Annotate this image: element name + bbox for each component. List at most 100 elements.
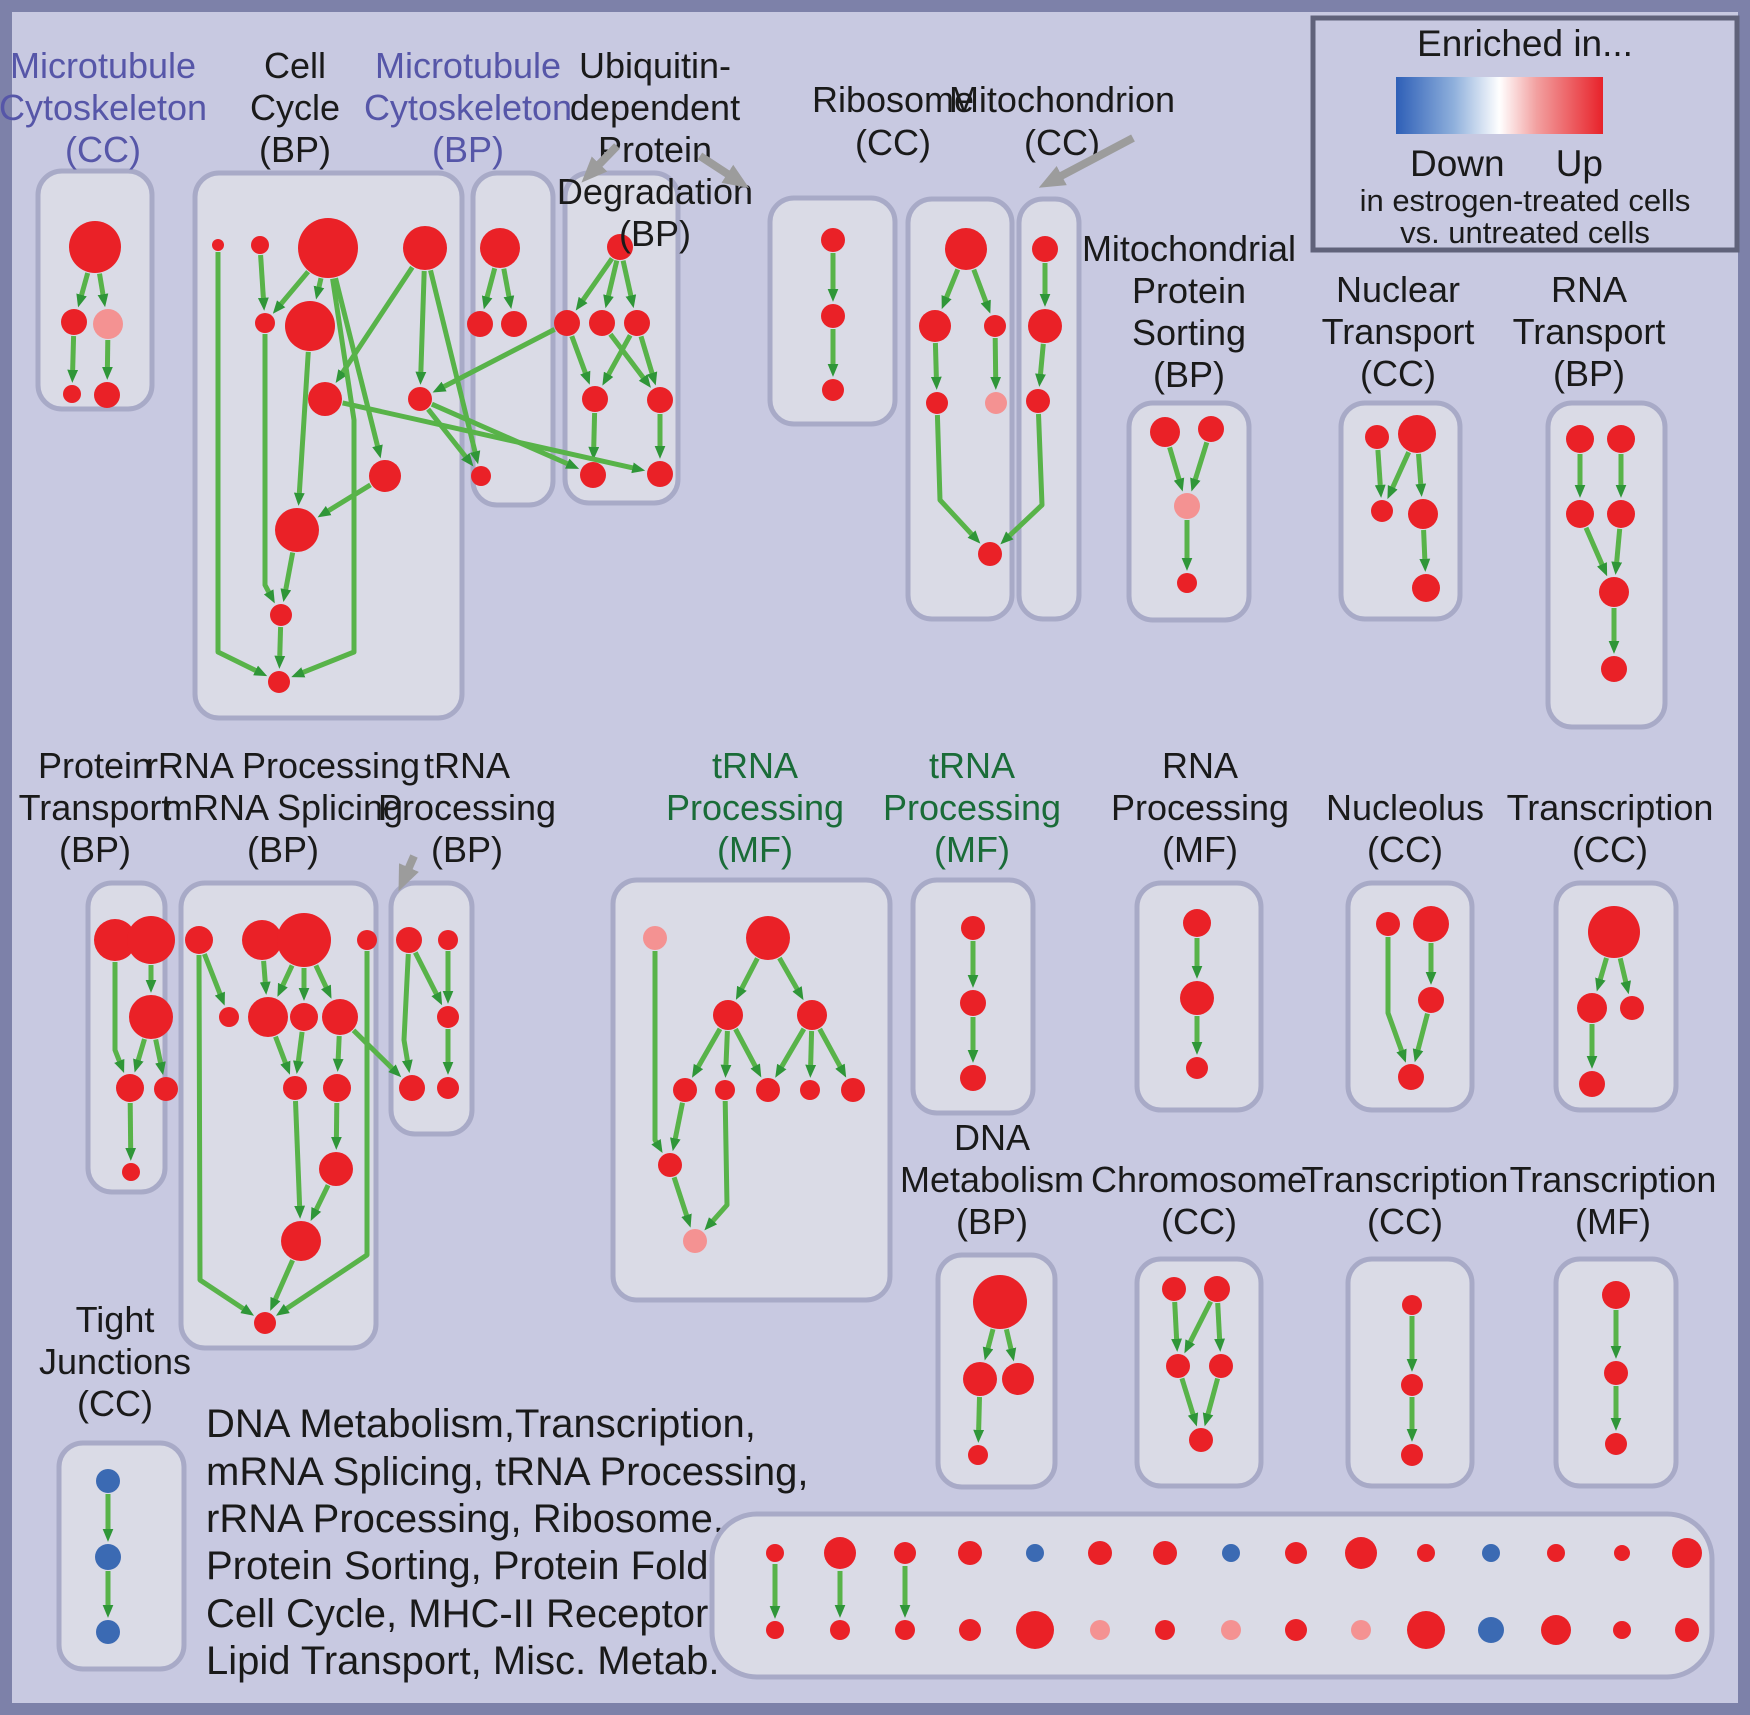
node-ubl-v2	[647, 387, 673, 413]
node-mtcc-c	[93, 309, 123, 339]
cluster-tj-label-line2: (CC)	[77, 1383, 153, 1424]
edge-cc-c5-c10	[262, 334, 275, 604]
node-mit-m1	[1032, 236, 1058, 262]
legend-up-label: Up	[1556, 143, 1603, 184]
node-cc-c4	[403, 226, 447, 270]
legend-title: Enriched in...	[1417, 23, 1633, 64]
ubiquitin-left-pointer-icon	[581, 143, 620, 183]
edge-ubl-u3-v1	[602, 334, 633, 386]
strip-bottom-node-7	[1221, 1620, 1241, 1640]
node-tmfL-f1	[673, 1078, 697, 1102]
cluster-mtbp-label-line0: Microtubule	[375, 45, 561, 86]
edge-cc-c3-c6	[313, 277, 325, 300]
node-nuc-t1	[1365, 425, 1389, 449]
edge-cc-c10-c11	[274, 626, 286, 669]
edge-tmfL-tp-ml	[735, 957, 760, 1000]
cluster-tmf-label-line1: (MF)	[1575, 1201, 1651, 1242]
edge-rib-rml-rbl	[930, 342, 942, 390]
edge-ubl-ut-u3	[620, 260, 637, 309]
cluster-rrna-box	[178, 880, 379, 1351]
edge-chr-mr-bo	[1202, 1377, 1221, 1427]
cross-edge-cc.c4-mtbp.b	[428, 269, 481, 465]
node-tmfS-c	[960, 1065, 986, 1091]
cluster-ubl-label-line0: Ubiquitin-	[579, 45, 731, 86]
node-ubr-b	[821, 304, 845, 328]
edge-tmfL-ml-f1	[692, 1027, 723, 1078]
node-rrna-m4	[322, 999, 358, 1035]
node-rnat-f	[1601, 656, 1627, 682]
node-pt-bl	[116, 1074, 144, 1102]
node-nuc-m2	[1408, 499, 1438, 529]
strip-bottom-node-6	[1155, 1620, 1175, 1640]
edge-cc-c3-c5	[272, 270, 311, 314]
legend-gradient-bar	[1396, 77, 1603, 134]
cluster-dnam-label-line2: (BP)	[956, 1201, 1028, 1242]
strip-top-node-12	[1547, 1544, 1565, 1562]
cluster-rrna-label-line0: rRNA Processing	[146, 745, 420, 786]
edge-tmfL-f2-h	[704, 1100, 730, 1231]
cluster-tj-box	[56, 1440, 187, 1672]
strip-bottom-node-11	[1478, 1617, 1504, 1643]
cluster-nuc-label-line0: Nuclear	[1336, 269, 1460, 310]
node-tmfL-f2	[715, 1080, 735, 1100]
node-rib-rpk	[985, 392, 1007, 414]
cluster-cc-edges	[215, 252, 427, 678]
cluster-mtcc-label-line2: (CC)	[65, 129, 141, 170]
cross-cluster-edges	[342, 269, 1045, 1078]
node-rnat-e	[1599, 577, 1629, 607]
cluster-ubr	[767, 195, 898, 427]
cluster-nuc-box	[1338, 400, 1463, 622]
cluster-chr-edges	[1171, 1300, 1225, 1427]
misc-strip	[709, 1511, 1715, 1680]
cluster-tcc2-label-line1: (CC)	[1572, 829, 1648, 870]
edge-rrna-r1-m1	[202, 953, 225, 1006]
cluster-mps-label-line2: Sorting	[1132, 312, 1246, 353]
edge-mtcc-a-b	[76, 272, 91, 308]
cluster-rrna-label-line2: (BP)	[247, 829, 319, 870]
edge-cc-c4-c7	[335, 265, 415, 384]
cluster-mit-label-line1: (CC)	[1024, 122, 1100, 163]
cross-edge-rrna.m4-tbp.b1	[351, 1028, 402, 1078]
edge-rrna-r3-m4	[313, 964, 332, 999]
edge-chr-tl-ml	[1171, 1301, 1182, 1352]
node-ubl-v1	[582, 386, 608, 412]
node-ubl-w2	[647, 461, 673, 487]
cluster-tcc2-box	[1553, 880, 1679, 1113]
cluster-tmfL-label-line0: tRNA	[712, 745, 798, 786]
strip-bottom-node-13	[1613, 1621, 1631, 1639]
cross-edge-ubl.u1-cc.c12	[432, 327, 556, 393]
node-mtcc-e	[94, 382, 120, 408]
strip-top-node-10	[1417, 1544, 1435, 1562]
edge-rrna-r3-m2	[277, 964, 295, 997]
legend-down-label: Down	[1410, 143, 1505, 184]
edge-rrna-m4-b2	[332, 1035, 344, 1072]
node-ubl-w1	[580, 462, 606, 488]
strip-top-node-7	[1222, 1544, 1240, 1562]
cluster-rib: Ribosome(CC)	[812, 79, 1015, 622]
node-tmf-b	[1604, 1361, 1628, 1385]
node-tmfL-g	[658, 1153, 682, 1177]
cluster-chr: Chromosome(CC)	[1091, 1159, 1307, 1489]
node-ubl-u3	[624, 310, 650, 336]
cluster-chr-label-line0: Chromosome	[1091, 1159, 1307, 1200]
node-mps-pb	[1177, 573, 1197, 593]
node-rrna-r3	[277, 913, 331, 967]
cluster-tmfS-label-line2: (MF)	[934, 829, 1010, 870]
strip-bottom-node-0	[766, 1621, 784, 1639]
node-rrna-m2	[248, 997, 288, 1037]
strip-top-node-5	[1088, 1541, 1112, 1565]
edge-tmfL-mr-f3	[775, 1027, 807, 1078]
ubiquitin-right-pointer-icon	[697, 152, 750, 189]
edge-rib-rt-rmr	[971, 268, 991, 314]
node-mit-m3	[1026, 389, 1050, 413]
strip-top-node-8	[1285, 1542, 1307, 1564]
strip-bottom-node-14	[1675, 1618, 1699, 1642]
cross-edge-mit.m3-rib.rbot	[1000, 413, 1045, 545]
cluster-mtcc-edges	[67, 272, 113, 383]
cluster-mtbp-label-line2: (BP)	[432, 129, 504, 170]
cluster-nuc-edges	[1374, 449, 1431, 572]
